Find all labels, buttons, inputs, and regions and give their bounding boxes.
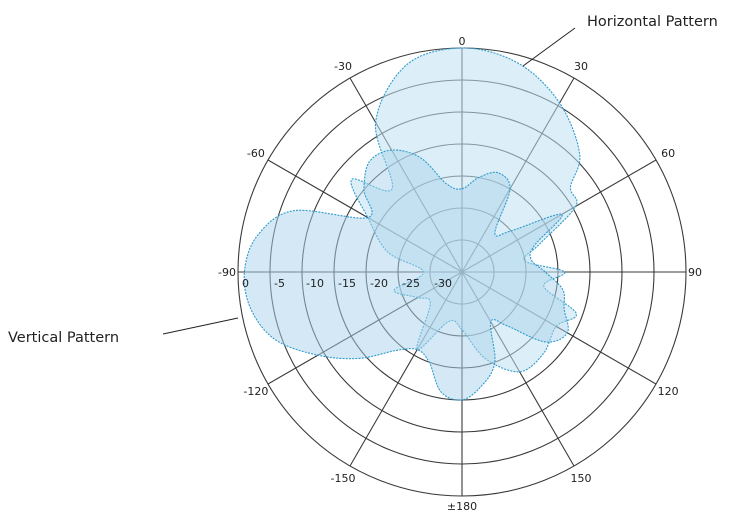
tick-labels: 0 30 60 90 120 150 ±180 -150 -120 -90 -60 -30 0 -5 -10… [218, 35, 702, 513]
radial-tick-label: -25 [402, 277, 420, 290]
radial-tick-label: -5 [274, 277, 285, 290]
angle-tick-label: 150 [571, 472, 592, 485]
vertical-pattern-label: Vertical Pattern [8, 330, 119, 346]
radial-tick-label: -20 [370, 277, 388, 290]
radial-tick-label: 0 [242, 277, 249, 290]
angle-tick-label: -60 [247, 147, 265, 160]
vertical-pattern-area [243, 149, 569, 401]
horizontal-pattern-label: Horizontal Pattern [587, 14, 718, 30]
pattern-series [243, 47, 581, 401]
angle-tick-label: 120 [658, 385, 679, 398]
angle-tick-label: 60 [661, 147, 675, 160]
angle-tick-label: -150 [331, 472, 356, 485]
angle-tick-label: 0 [459, 35, 466, 48]
horizontal-pattern-leader [522, 27, 576, 67]
angle-tick-label: ±180 [447, 500, 477, 513]
angle-tick-label: -90 [218, 266, 236, 279]
angle-tick-label: 30 [574, 60, 588, 73]
angle-tick-label: 90 [688, 266, 702, 279]
radial-tick-label: -15 [338, 277, 356, 290]
angle-tick-label: -120 [243, 385, 268, 398]
angle-tick-label: -30 [334, 60, 352, 73]
radial-tick-label: -10 [306, 277, 324, 290]
radial-tick-label: -30 [434, 277, 452, 290]
vertical-pattern-leader [162, 317, 239, 335]
